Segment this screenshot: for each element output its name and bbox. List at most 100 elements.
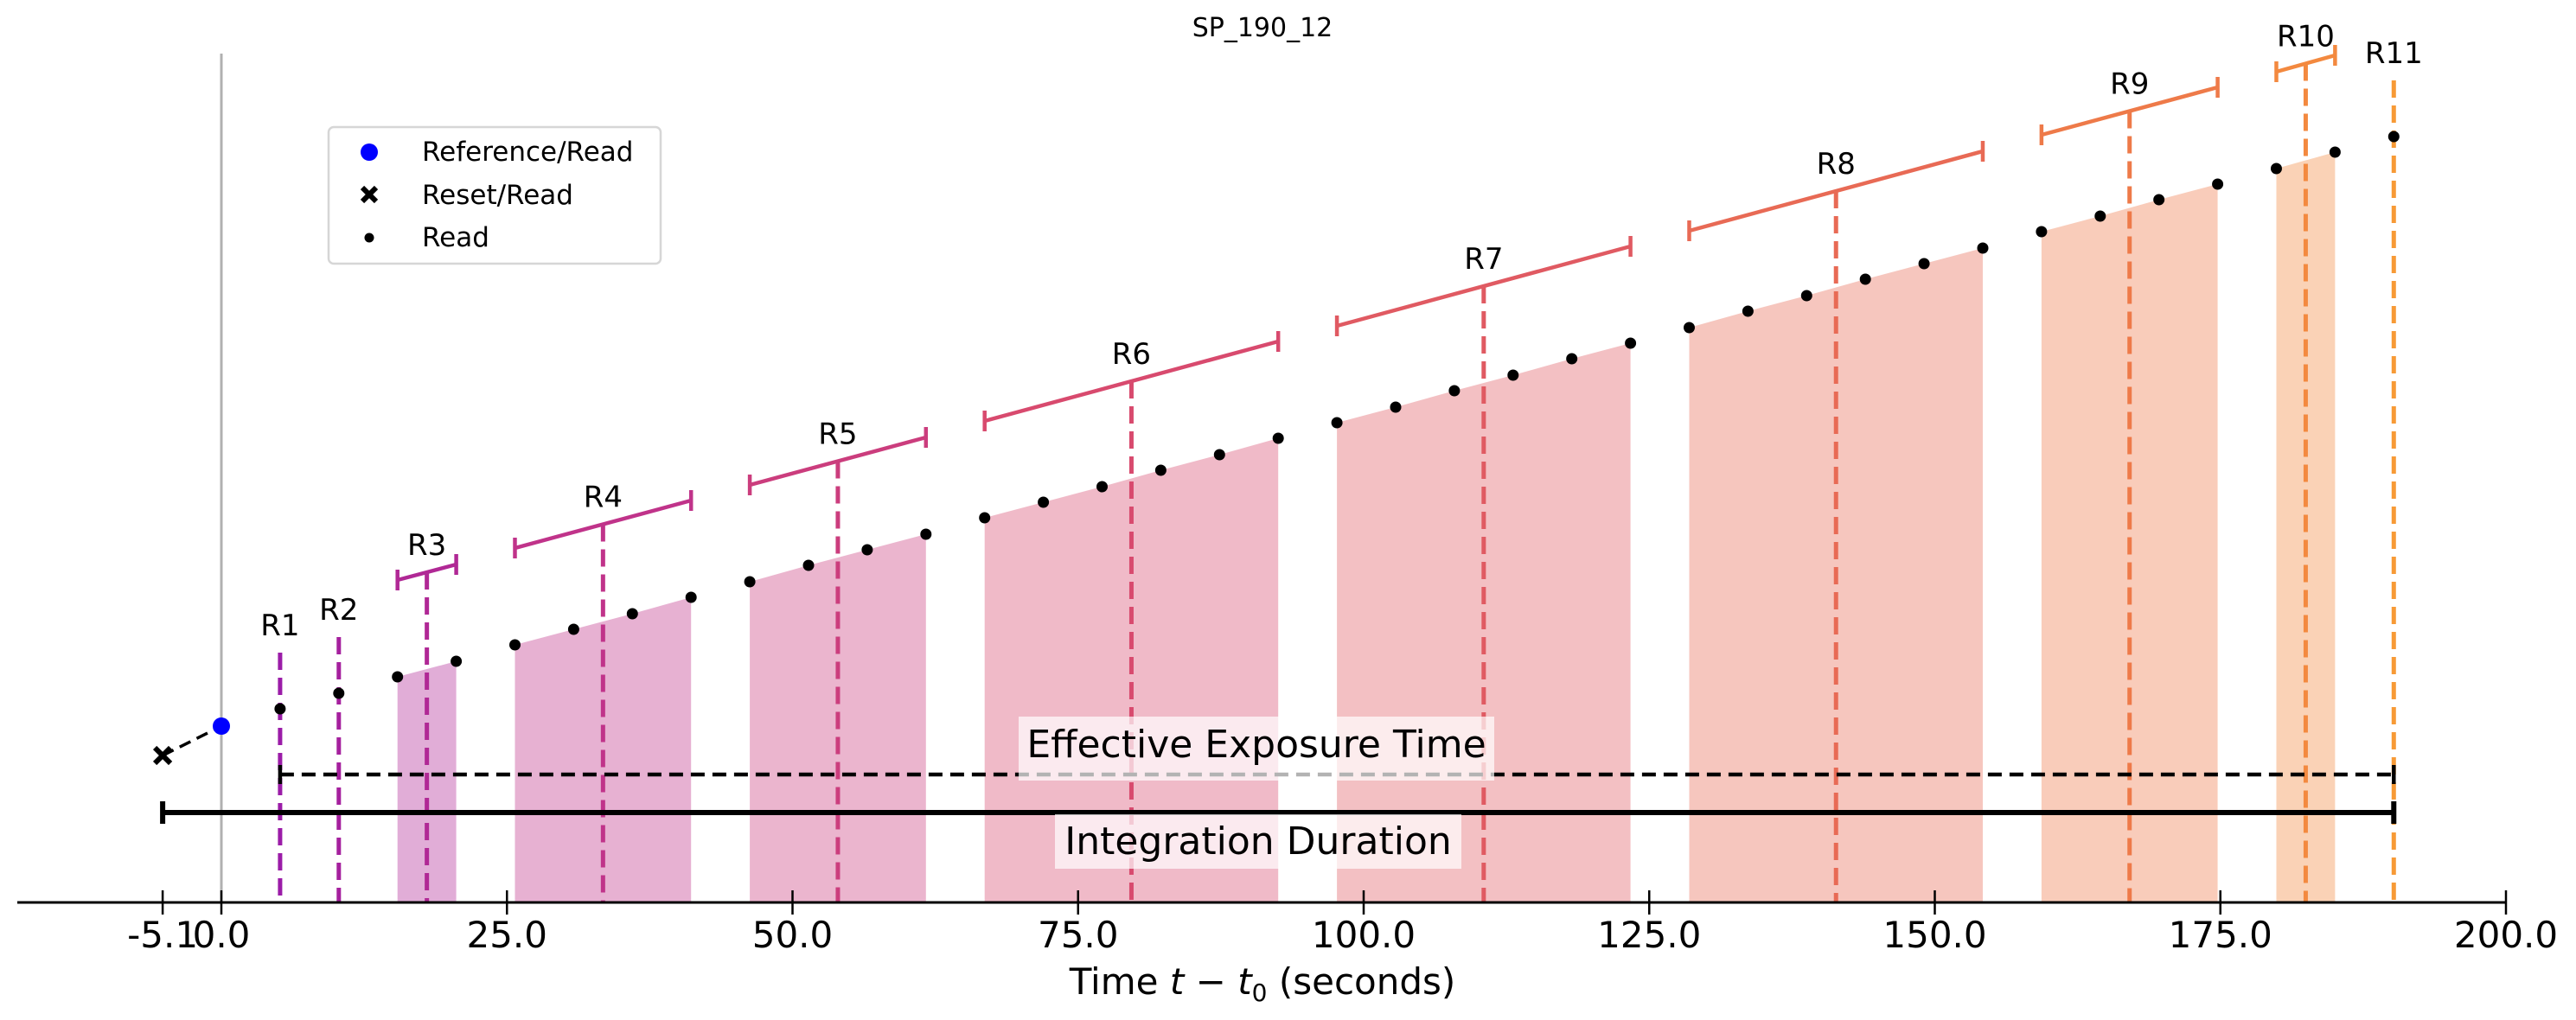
resultant-bar-line — [1336, 244, 1632, 328]
read-point — [1625, 337, 1637, 349]
x-tick-label: 100.0 — [1312, 914, 1416, 956]
legend-reference-label: Reference/Read — [422, 137, 633, 168]
read-point — [2153, 194, 2165, 206]
read-point — [920, 528, 932, 540]
read-point — [1800, 290, 1812, 302]
group-label-r7: R7 — [1464, 242, 1503, 277]
resultant-bar-line — [397, 562, 457, 583]
read-point — [1683, 322, 1695, 334]
read-point — [2270, 163, 2282, 175]
resultant-bar-r6 — [982, 331, 1281, 431]
read-point — [1977, 242, 1989, 254]
resultant-bar-r7 — [1334, 236, 1633, 336]
read-point — [2387, 131, 2400, 143]
read-point — [333, 687, 345, 699]
read-point — [744, 576, 756, 588]
read-point — [2094, 210, 2106, 222]
resultant-bar-r3 — [395, 554, 458, 590]
read-point — [567, 623, 579, 635]
group-label-r6: R6 — [1112, 337, 1151, 372]
resultant-bars — [395, 45, 2337, 590]
group-label-r8: R8 — [1817, 147, 1856, 182]
x-tick-label: 125.0 — [1597, 914, 1701, 956]
resultant-bar-line — [2275, 53, 2336, 74]
legend-read-label: Read — [422, 222, 489, 253]
effective-exposure-label-bg — [1019, 717, 1494, 781]
x-tick-label: -5.1 — [127, 914, 198, 956]
x-tick-label: 50.0 — [752, 914, 834, 956]
read-point — [274, 703, 286, 715]
read-point — [2036, 226, 2048, 238]
read-point — [1096, 481, 1108, 493]
read-point — [1448, 385, 1461, 397]
group-label-r11: R11 — [2365, 36, 2423, 71]
resultant-bar-line — [984, 339, 1279, 424]
resultant-bar-line — [514, 498, 692, 551]
read-point — [1566, 353, 1578, 365]
read-point — [1331, 417, 1343, 429]
reference-read-marker — [213, 717, 230, 735]
group-label-r10: R10 — [2277, 20, 2335, 54]
group-labels: R1 R2 R3 R4 R5 R6 R7 R8 R9 R10 R11 — [260, 20, 2422, 644]
read-point — [1390, 401, 1402, 413]
read-point — [2329, 146, 2341, 158]
legend-reference-marker — [361, 143, 378, 161]
duration-spans — [160, 765, 2397, 824]
read-point — [508, 639, 521, 651]
read-point — [2212, 178, 2224, 190]
read-point — [861, 544, 873, 556]
resultant-bar-r8 — [1687, 141, 1985, 241]
read-point — [1154, 464, 1167, 476]
read-point — [685, 591, 697, 603]
resultant-bar-r10 — [2274, 45, 2337, 82]
read-point — [626, 608, 638, 620]
effective-exposure-label: Effective Exposure Time — [1026, 723, 1486, 767]
read-point — [451, 655, 463, 667]
integration-duration-label: Integration Duration — [1064, 819, 1452, 864]
group-fills — [397, 152, 2336, 902]
effective-exposure-span — [278, 765, 2396, 784]
x-tick-label: 175.0 — [2169, 914, 2272, 956]
legend-frame — [327, 125, 662, 265]
legend-reset-marker — [360, 185, 379, 204]
read-point — [1742, 305, 1754, 317]
resultant-bar-line — [2041, 85, 2219, 137]
legend-reset-label: Reset/Read — [422, 180, 573, 211]
integration-duration-label-bg — [1055, 814, 1461, 869]
group-label-r1: R1 — [260, 609, 299, 643]
group-label-r9: R9 — [2110, 67, 2149, 102]
x-tick-label: 25.0 — [466, 914, 547, 956]
group-label-r4: R4 — [584, 481, 623, 515]
x-tick-label: 75.0 — [1038, 914, 1119, 956]
read-point — [1038, 496, 1050, 508]
read-point — [392, 671, 404, 683]
read-point — [1213, 449, 1225, 461]
group-label-r2: R2 — [319, 593, 358, 628]
resultant-bar-r9 — [2039, 77, 2220, 145]
read-point — [802, 559, 815, 571]
x-tick-label: 200.0 — [2454, 914, 2558, 956]
group-label-r5: R5 — [818, 418, 857, 452]
chart-title: SP_190_12 — [1192, 13, 1333, 43]
reset-read-marker — [152, 745, 173, 766]
integration-duration-span — [160, 801, 2397, 824]
resultant-bar-r5 — [747, 427, 929, 495]
read-point — [1859, 273, 1871, 285]
group-label-r3: R3 — [407, 528, 446, 563]
read-point — [979, 512, 991, 524]
annotations: Effective Exposure Time Integration Durat… — [1019, 717, 1494, 869]
x-axis: -5.10.0 25.0 50.0 75.0 100.0 125.0 150.0 175.0 2… — [17, 890, 2558, 956]
read-points — [152, 131, 2400, 766]
x-axis-label: Time t − t0 (seconds) — [1069, 960, 1456, 1007]
x-tick-label: 0.0 — [193, 914, 251, 956]
reset-reference-connector — [162, 724, 222, 757]
resultant-bar-line — [749, 435, 927, 488]
read-point — [1507, 369, 1519, 381]
legend: Reference/Read Reset/Read Read — [327, 125, 662, 265]
legend-read-marker — [364, 233, 374, 243]
resultant-bar-r4 — [513, 490, 694, 558]
read-point — [1918, 258, 1930, 270]
read-point — [1272, 432, 1284, 444]
